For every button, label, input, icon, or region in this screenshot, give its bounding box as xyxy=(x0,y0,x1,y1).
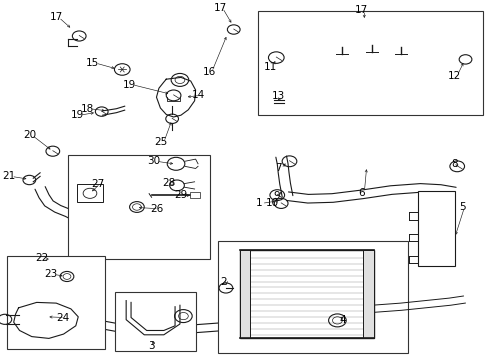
Text: 16: 16 xyxy=(202,67,216,77)
Text: 4: 4 xyxy=(338,315,345,325)
Text: 21: 21 xyxy=(2,171,16,181)
Bar xyxy=(363,250,373,338)
Text: 19: 19 xyxy=(122,80,136,90)
Text: 20: 20 xyxy=(23,130,36,140)
Text: 17: 17 xyxy=(213,3,226,13)
Text: 19: 19 xyxy=(70,110,84,120)
Bar xyxy=(239,250,250,338)
Text: 13: 13 xyxy=(271,91,285,102)
Text: 17: 17 xyxy=(354,5,368,15)
Bar xyxy=(189,192,199,198)
Text: 26: 26 xyxy=(149,204,163,214)
Text: 22: 22 xyxy=(35,253,48,264)
Text: 9: 9 xyxy=(272,191,279,201)
Text: 14: 14 xyxy=(191,90,204,100)
Bar xyxy=(258,11,482,115)
Text: 15: 15 xyxy=(86,58,100,68)
Text: 17: 17 xyxy=(49,12,63,22)
Text: 7: 7 xyxy=(275,163,282,174)
Text: 25: 25 xyxy=(154,137,168,147)
Bar xyxy=(77,184,102,202)
Text: 6: 6 xyxy=(358,188,365,198)
Text: 3: 3 xyxy=(148,341,155,351)
Text: 29: 29 xyxy=(174,190,187,201)
Text: 18: 18 xyxy=(80,104,94,114)
Bar xyxy=(217,241,407,353)
Text: 8: 8 xyxy=(450,159,457,169)
Text: 23: 23 xyxy=(44,269,58,279)
Text: 24: 24 xyxy=(56,312,69,323)
Bar xyxy=(68,155,210,259)
Bar xyxy=(239,250,373,338)
Bar xyxy=(417,191,454,266)
Text: 2: 2 xyxy=(220,276,227,287)
Text: 11: 11 xyxy=(263,62,277,72)
Text: 28: 28 xyxy=(162,178,175,188)
Text: 5: 5 xyxy=(458,202,465,212)
Text: 10: 10 xyxy=(265,198,278,208)
Text: 1: 1 xyxy=(255,198,262,208)
Text: 27: 27 xyxy=(91,179,104,189)
Text: 30: 30 xyxy=(147,156,160,166)
Text: 12: 12 xyxy=(447,71,461,81)
Bar xyxy=(7,256,105,349)
Bar xyxy=(115,292,195,351)
